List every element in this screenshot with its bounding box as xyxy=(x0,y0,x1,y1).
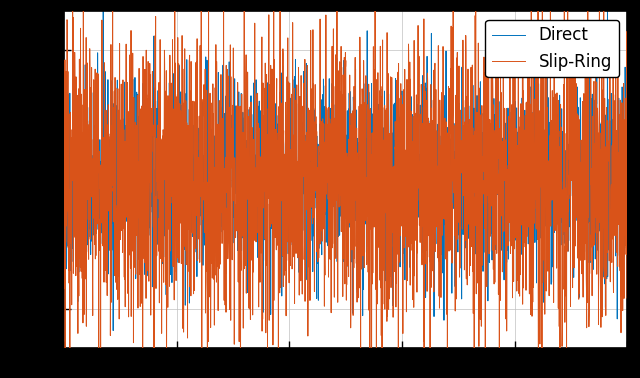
Direct xyxy=(125,201,132,205)
Slip-Ring xyxy=(158,331,166,336)
Slip-Ring xyxy=(301,189,308,194)
Direct xyxy=(623,184,631,189)
Slip-Ring xyxy=(552,133,559,138)
Direct xyxy=(612,147,620,152)
Direct xyxy=(158,152,166,156)
Direct xyxy=(60,154,68,159)
Slip-Ring xyxy=(60,256,68,260)
Direct xyxy=(301,184,308,189)
Line: Direct: Direct xyxy=(64,0,627,330)
Line: Slip-Ring: Slip-Ring xyxy=(64,0,627,378)
Legend: Direct, Slip-Ring: Direct, Slip-Ring xyxy=(486,20,619,77)
Direct xyxy=(276,277,284,282)
Slip-Ring xyxy=(124,109,132,114)
Slip-Ring xyxy=(612,250,620,255)
Direct xyxy=(109,328,117,333)
Direct xyxy=(552,156,559,161)
Slip-Ring xyxy=(623,296,631,300)
